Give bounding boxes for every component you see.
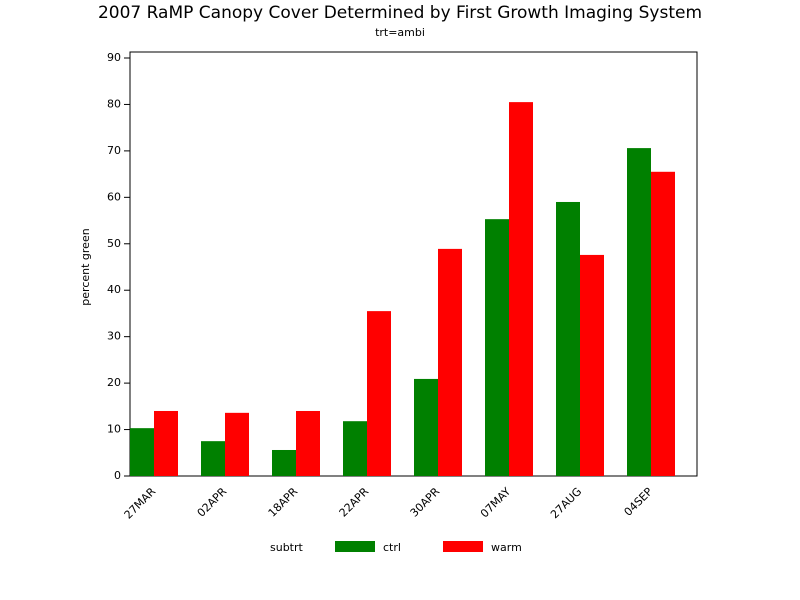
bar [296,410,320,476]
chart-title: 2007 RaMP Canopy Cover Determined by Fir… [98,3,702,23]
bar [154,410,178,476]
x-tick-label: 22APR [337,485,372,520]
y-axis-label: percent green [79,228,92,305]
x-tick-label: 30APR [408,485,443,520]
y-tick-label: 50 [107,237,121,250]
y-tick-label: 90 [107,51,121,64]
x-tick-label: 04SEP [622,485,656,519]
bar [201,441,225,476]
y-tick-label: 10 [107,423,121,436]
y-tick-label: 0 [114,469,121,482]
bar [225,412,249,476]
bar [367,311,391,476]
x-tick-label: 18APR [266,485,301,520]
bar [580,254,604,476]
y-tick-label: 70 [107,144,121,157]
x-tick-label: 07MAY [478,485,513,520]
legend-title: subtrt [270,541,304,554]
bar [272,449,296,476]
legend-label: ctrl [383,541,401,554]
y-tick-label: 20 [107,376,121,389]
legend-swatch [443,541,483,552]
bar [509,102,533,476]
bar [556,201,580,476]
bar [627,148,651,476]
y-tick-label: 60 [107,190,121,203]
x-tick-label: 27AUG [548,485,584,521]
legend-label: warm [491,541,522,554]
chart-subtitle: trt=ambi [375,26,425,39]
legend-swatch [335,541,375,552]
y-tick-label: 40 [107,283,121,296]
bar [485,219,509,476]
x-tick-label: 27MAR [122,485,159,522]
plot-frame [129,51,698,477]
bar [438,248,462,476]
y-tick-label: 80 [107,97,121,110]
x-tick-label: 02APR [195,485,230,520]
bar [651,171,675,477]
bar [130,428,154,476]
y-tick-label: 30 [107,330,121,343]
bar [414,378,438,476]
bar [343,421,367,476]
